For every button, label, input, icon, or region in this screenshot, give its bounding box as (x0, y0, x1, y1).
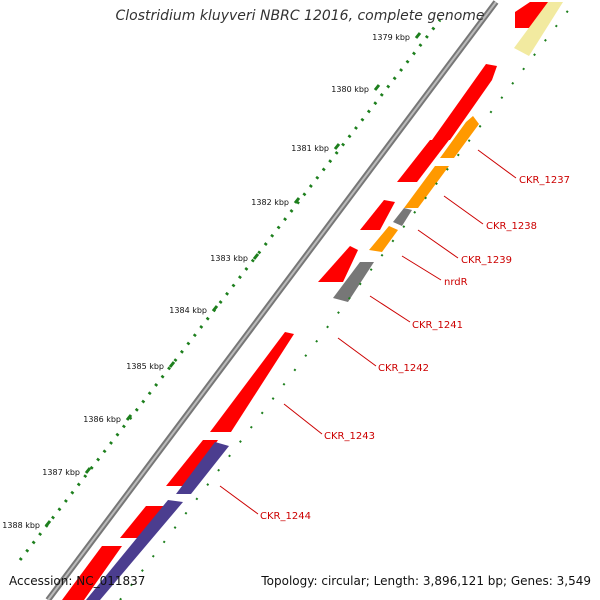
gene-label: CKR_1242 (378, 363, 429, 374)
cds-gray (393, 208, 412, 226)
cds-pale-yellow (514, 2, 563, 56)
cds-orange (440, 116, 479, 158)
reverse-cds-track (86, 2, 563, 600)
ruler-tick (333, 143, 341, 150)
cds-arrow (432, 64, 497, 140)
gene-label: CKR_1237 (519, 175, 570, 186)
cds-arrow (397, 140, 449, 182)
cds-gray (333, 262, 374, 302)
gene-label: CKR_1239 (461, 255, 512, 266)
ruler-tick (414, 32, 422, 39)
cds-arrow (166, 440, 218, 486)
ruler-tick-label: 1388 kbp (2, 521, 40, 530)
ruler-tick-label: 1382 kbp (251, 198, 289, 207)
cds-arrow (515, 2, 552, 28)
cds-orange (404, 166, 449, 208)
ruler-tick-label: 1384 kbp (169, 306, 207, 315)
gene-label: nrdR (444, 277, 468, 288)
gene-label: CKR_1238 (486, 221, 537, 232)
map-title: Clostridium kluyveri NBRC 12016, complet… (115, 8, 485, 24)
ruler-tick-label: 1380 kbp (331, 85, 369, 94)
gene-label: CKR_1243 (324, 431, 375, 442)
ruler-tick-label: 1387 kbp (42, 468, 80, 477)
ruler-tick (293, 197, 301, 204)
forward-cds-track (62, 2, 552, 600)
cds-arrow (120, 506, 164, 538)
gene-label: CKR_1244 (260, 511, 311, 522)
gene-label: CKR_1241 (412, 320, 463, 331)
ruler-tick-label: 1379 kbp (372, 33, 410, 42)
ruler-tick-label: 1381 kbp (291, 144, 329, 153)
cds-arrow (360, 200, 395, 230)
ruler-tick-label: 1385 kbp (126, 362, 164, 371)
ruler-tick (168, 361, 176, 368)
cds-orange (369, 226, 398, 252)
ruler-tick (125, 414, 133, 421)
inner-ruler-line (119, 7, 571, 600)
gene-label-connectors (219, 149, 517, 515)
gene-labels: CKR_1237 CKR_1238 CKR_1239 nrdR CKR_1241 CKR_… (260, 175, 570, 522)
ruler-tick (252, 253, 260, 260)
cds-arrow (318, 246, 358, 282)
genome-summary-text: Topology: circular; Length: 3,896,121 bp… (261, 574, 591, 588)
kbp-ruler: 1379 kbp 1380 kbp 1381 kbp 1382 kbp 1383 kbp… (2, 19, 442, 561)
ruler-tick-label: 1383 kbp (210, 254, 248, 263)
ruler-tick (84, 467, 92, 474)
ruler-tick (373, 84, 381, 91)
accession-text: Accession: NC_011837 (9, 574, 146, 588)
cds-purple (86, 500, 183, 600)
cds-arrow (62, 546, 122, 600)
cds-purple (176, 442, 229, 494)
ruler-tick (211, 305, 219, 312)
ruler-tick-label: 1386 kbp (83, 415, 121, 424)
ruler-line (18, 19, 442, 561)
genome-backbone-highlight (47, 1, 497, 600)
cds-arrow (210, 332, 294, 432)
ruler-tick (44, 520, 52, 527)
